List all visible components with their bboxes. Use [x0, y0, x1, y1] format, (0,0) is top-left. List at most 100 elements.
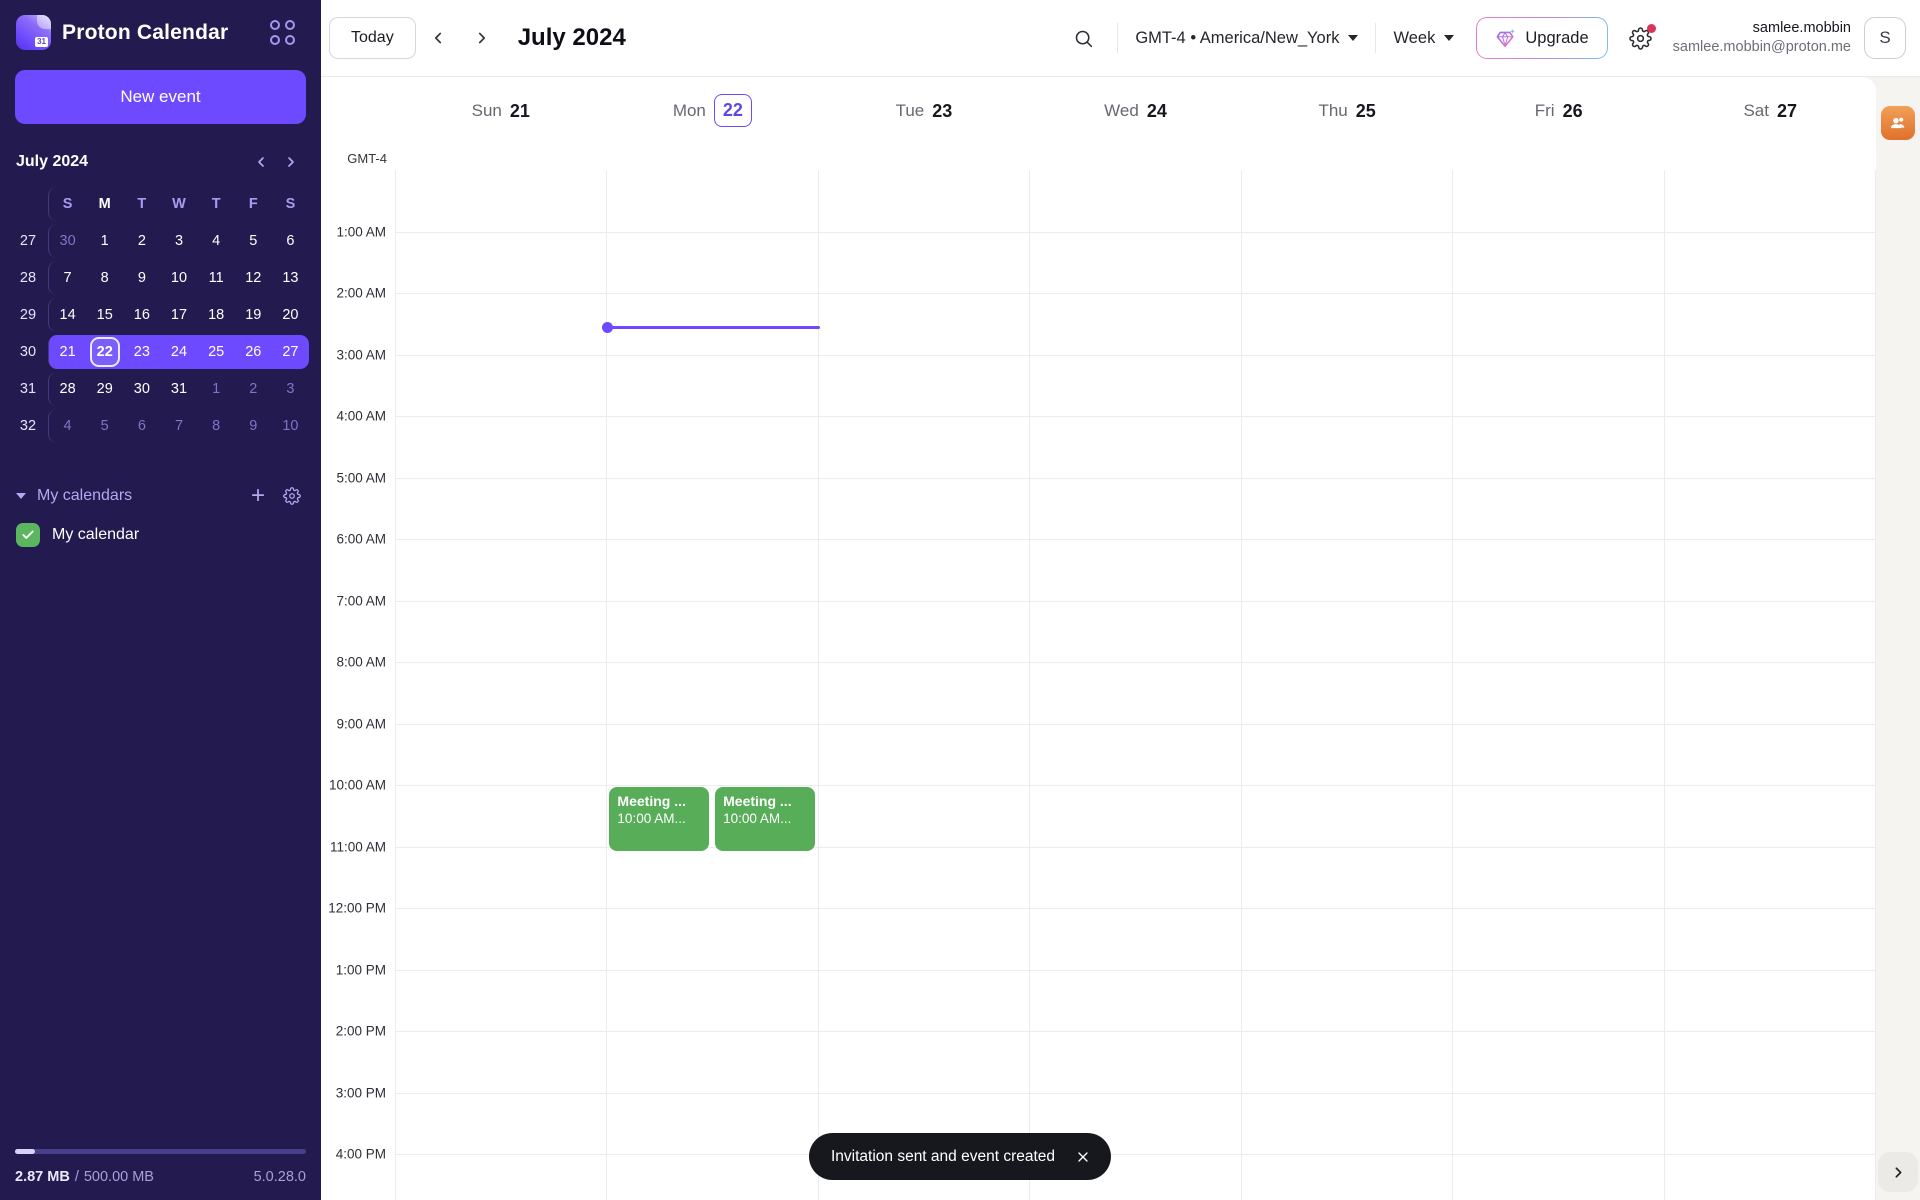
- proton-calendar-logo-icon[interactable]: 31: [16, 15, 51, 50]
- day-header-thu[interactable]: Thu 25: [1241, 77, 1453, 170]
- my-calendars-section-header[interactable]: My calendars +: [16, 484, 305, 508]
- mini-day[interactable]: 9: [249, 418, 258, 434]
- hour-label: 3:00 PM: [335, 1085, 386, 1100]
- day-column[interactable]: [607, 170, 819, 1200]
- mini-day[interactable]: 30: [59, 233, 76, 249]
- mini-day[interactable]: 2: [249, 381, 258, 397]
- mini-day[interactable]: 6: [137, 418, 146, 434]
- mini-day[interactable]: 15: [96, 307, 113, 323]
- storage-section: 2.87 MB / 500.00 MB 5.0.28.0: [0, 1149, 321, 1200]
- mini-day[interactable]: 4: [63, 418, 72, 434]
- mini-day[interactable]: 3: [174, 233, 184, 249]
- mini-day[interactable]: 13: [282, 270, 299, 286]
- mini-calendar-week-row: 32 4 5 6 7 8 9 10: [8, 409, 309, 443]
- mini-day[interactable]: 4: [212, 233, 221, 249]
- mini-calendar-grid: S M T W T F S 27 30 1 2 3 4 5 6 28 7 8 9 10 11 12 13 29 14 15 16 17…: [0, 175, 321, 446]
- mini-week-number: 30: [19, 344, 37, 360]
- mini-day[interactable]: 1: [100, 233, 109, 249]
- mini-day[interactable]: 18: [208, 307, 225, 323]
- mini-day-today[interactable]: 22: [89, 337, 120, 367]
- mini-week-number: 32: [19, 418, 37, 434]
- mini-day[interactable]: 17: [170, 307, 188, 323]
- mini-day[interactable]: 8: [212, 418, 221, 434]
- close-icon: [1078, 1151, 1088, 1162]
- mini-day[interactable]: 12: [245, 270, 262, 286]
- mini-calendar-title-row: July 2024: [16, 153, 305, 171]
- mini-day[interactable]: 24: [170, 344, 188, 360]
- search-button[interactable]: [1067, 22, 1100, 55]
- calendar-list-item[interactable]: My calendar: [0, 516, 321, 554]
- mini-day[interactable]: 19: [245, 307, 262, 323]
- day-header-tue[interactable]: Tue 23: [818, 77, 1030, 170]
- mini-day[interactable]: 5: [100, 418, 109, 434]
- toast-notification: Invitation sent and event created: [808, 1133, 1112, 1180]
- mini-day[interactable]: 20: [282, 307, 299, 323]
- mini-day[interactable]: 7: [63, 270, 72, 286]
- mini-day[interactable]: 21: [59, 344, 76, 360]
- gear-icon: [283, 487, 301, 505]
- collapse-panel-button[interactable]: [1878, 1152, 1918, 1192]
- mini-day[interactable]: 10: [282, 418, 299, 434]
- day-column[interactable]: [1030, 170, 1242, 1200]
- settings-button[interactable]: [1628, 23, 1656, 50]
- event-block[interactable]: Meeting ... 10:00 AM...: [715, 786, 815, 851]
- calendar-settings-button[interactable]: [283, 487, 301, 505]
- day-column[interactable]: [1665, 170, 1876, 1200]
- day-column[interactable]: [1242, 170, 1454, 1200]
- mini-day[interactable]: 30: [133, 381, 150, 397]
- mini-day[interactable]: 26: [245, 344, 262, 360]
- mini-week-days: 30 1 2 3 4 5 6: [48, 224, 309, 258]
- timezone-selector[interactable]: GMT-4 • America/New_York: [1135, 29, 1359, 48]
- mini-day[interactable]: 16: [133, 307, 150, 323]
- chevron-down-icon: [1444, 35, 1455, 41]
- mini-calendar-week-row: 31 28 29 30 31 1 2 3: [8, 372, 309, 406]
- day-column[interactable]: [1453, 170, 1665, 1200]
- day-header-sun[interactable]: Sun 21: [395, 77, 607, 170]
- mini-day[interactable]: 6: [286, 233, 295, 249]
- account-menu[interactable]: samlee.mobbin samlee.mobbin@proton.me: [1673, 19, 1851, 57]
- upgrade-button[interactable]: Upgrade: [1476, 17, 1607, 59]
- notification-dot: [1646, 23, 1656, 33]
- add-calendar-button[interactable]: +: [251, 484, 265, 508]
- mini-day[interactable]: 7: [174, 418, 184, 434]
- day-header-fri[interactable]: Fri 26: [1453, 77, 1665, 170]
- mini-day[interactable]: 23: [133, 344, 150, 360]
- event-block[interactable]: Meeting ... 10:00 AM...: [609, 786, 710, 851]
- mini-day[interactable]: 1: [212, 381, 221, 397]
- mini-day[interactable]: 28: [59, 381, 76, 397]
- mini-week-number: 31: [19, 381, 37, 397]
- view-selector[interactable]: Week: [1393, 29, 1455, 48]
- mini-day[interactable]: 5: [249, 233, 258, 249]
- day-header-wed[interactable]: Wed 24: [1030, 77, 1242, 170]
- mini-day[interactable]: 3: [286, 381, 295, 397]
- mini-day[interactable]: 8: [100, 270, 109, 286]
- calendar-checkbox-icon[interactable]: [16, 523, 40, 547]
- avatar[interactable]: S: [1864, 17, 1906, 59]
- toast-close-button[interactable]: [1071, 1145, 1095, 1169]
- mini-day[interactable]: 2: [137, 233, 146, 249]
- mini-day[interactable]: 10: [170, 270, 188, 286]
- new-event-button[interactable]: New event: [15, 70, 306, 124]
- mini-day[interactable]: 27: [282, 344, 299, 360]
- mini-day[interactable]: 29: [96, 381, 113, 397]
- day-header-mon[interactable]: Mon 22: [607, 77, 819, 170]
- mini-day[interactable]: 31: [170, 381, 188, 397]
- mini-calendar-next-button[interactable]: [283, 154, 299, 170]
- collapse-caret-icon[interactable]: [16, 493, 26, 499]
- mini-day[interactable]: 9: [137, 270, 146, 286]
- mini-day[interactable]: 11: [208, 270, 224, 286]
- day-column[interactable]: [396, 170, 608, 1200]
- mini-calendar-prev-button[interactable]: [253, 154, 269, 170]
- next-week-button[interactable]: [462, 23, 502, 53]
- today-button[interactable]: Today: [329, 17, 416, 59]
- user-name: samlee.mobbin: [1752, 20, 1851, 37]
- mini-day[interactable]: 14: [59, 307, 76, 323]
- previous-week-button[interactable]: [418, 23, 458, 53]
- day-column[interactable]: [819, 170, 1031, 1200]
- contacts-button[interactable]: [1881, 106, 1915, 140]
- app-switcher-icon[interactable]: [270, 20, 295, 45]
- divider: [1375, 23, 1377, 53]
- day-header-sat[interactable]: Sat 27: [1664, 77, 1876, 170]
- mini-day[interactable]: 25: [208, 344, 225, 360]
- logo-fold: [37, 15, 51, 29]
